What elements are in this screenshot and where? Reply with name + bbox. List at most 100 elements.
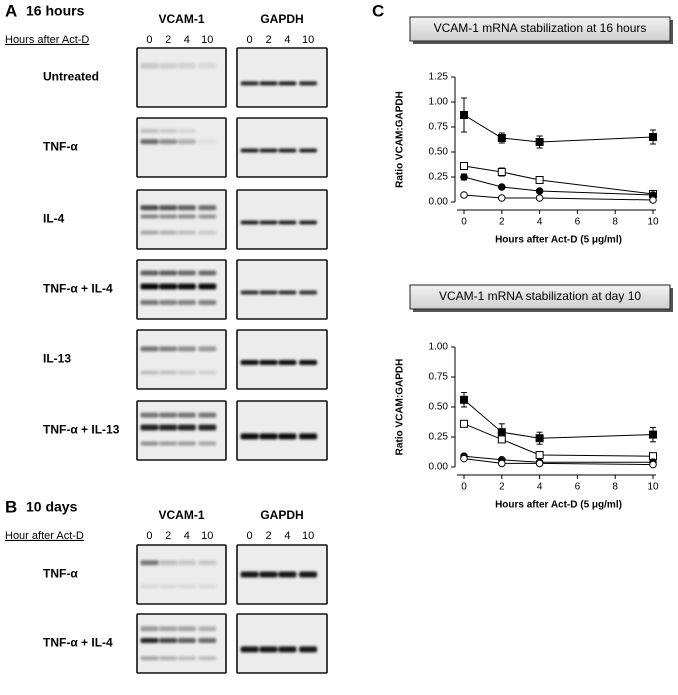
blot-frame (236, 329, 328, 390)
y-tick-label: 1.00 (429, 342, 449, 353)
blot-frame (236, 117, 328, 178)
timepoint-label: 2 (165, 34, 171, 46)
timepoint-label: 10 (201, 34, 213, 46)
line-chart: VCAM-1 mRNA stabilization at day 10 0.00 0… (395, 284, 673, 511)
point (535, 176, 544, 184)
timepoint-label: 0 (247, 530, 253, 542)
band (159, 424, 178, 431)
point (460, 191, 468, 199)
timepoint-label: 4 (184, 34, 190, 46)
band (177, 656, 196, 661)
band (259, 148, 278, 153)
x-tick-label: 8 (612, 217, 618, 228)
series-line (463, 114, 654, 143)
blot (136, 544, 227, 605)
band (159, 283, 178, 290)
point (535, 187, 544, 195)
band (240, 433, 259, 440)
blot (136, 613, 227, 674)
y-tick-label: 0.50 (429, 147, 449, 158)
blot (236, 329, 328, 390)
chart-title: VCAM-1 mRNA stabilization at 16 hours (434, 21, 647, 35)
blot-bands (140, 412, 217, 446)
point (460, 162, 468, 170)
band (159, 299, 178, 305)
band (278, 290, 297, 295)
band (240, 646, 259, 653)
series-line (463, 176, 654, 196)
blot-background (137, 190, 226, 249)
blot-frame (136, 259, 227, 320)
blot-frame (236, 189, 328, 250)
band (240, 290, 259, 295)
band (140, 656, 159, 661)
band (159, 560, 178, 566)
point (497, 428, 506, 437)
band (299, 148, 318, 153)
x-tick-label: 8 (612, 482, 618, 493)
blot-background (237, 260, 327, 319)
band (140, 584, 159, 589)
y-axis-label: Ratio VCAM:GAPDH (395, 359, 406, 456)
band (159, 638, 178, 644)
band (240, 148, 259, 153)
band (278, 220, 297, 225)
blot-frame (136, 47, 227, 108)
band (198, 626, 217, 632)
band (140, 626, 159, 632)
title-box (409, 284, 671, 310)
band (278, 646, 297, 653)
band (177, 62, 196, 69)
band (240, 81, 259, 86)
point (649, 430, 657, 439)
y-tick-label: 0.25 (429, 432, 449, 443)
y-tick-label: 0.00 (429, 462, 449, 473)
blot (236, 613, 328, 674)
point (649, 133, 657, 141)
band (259, 220, 278, 225)
band (140, 214, 159, 219)
band (198, 370, 217, 375)
x-tick-label: 4 (537, 217, 543, 228)
band (259, 359, 278, 365)
band (198, 584, 217, 589)
point (498, 194, 506, 202)
band (177, 441, 196, 446)
blot-bands (240, 220, 318, 225)
row-label: IL-13 (43, 352, 71, 366)
band (198, 205, 217, 211)
band (198, 139, 217, 145)
band (299, 571, 318, 578)
blot (236, 47, 328, 108)
column-header: VCAM-1 (158, 508, 204, 522)
band (240, 571, 259, 578)
blot-bands (140, 270, 217, 305)
x-axis-label: Hours after Act-D (5 μg/ml) (495, 500, 622, 511)
x-tick-label: 2 (499, 217, 505, 228)
band (299, 646, 318, 653)
band (140, 638, 159, 644)
band (278, 359, 297, 365)
column-header: GAPDH (260, 508, 303, 522)
band (299, 290, 318, 295)
band (198, 412, 217, 418)
y-tick-label: 0.75 (429, 122, 449, 133)
column-header: GAPDH (260, 12, 303, 26)
timepoint-label: 2 (165, 530, 171, 542)
blot-bands (240, 148, 318, 153)
point (460, 111, 468, 119)
row-label: TNF-α (43, 567, 78, 581)
blot (136, 329, 227, 390)
point (535, 451, 544, 459)
band (278, 81, 297, 86)
band (159, 205, 178, 211)
panel-letter: A (5, 1, 17, 20)
y-tick-label: 0.25 (429, 172, 449, 183)
band (159, 214, 178, 219)
point (460, 395, 468, 404)
point (649, 460, 657, 469)
blot-frame (136, 189, 227, 250)
band (159, 441, 178, 446)
band (259, 81, 278, 86)
band (140, 346, 159, 352)
